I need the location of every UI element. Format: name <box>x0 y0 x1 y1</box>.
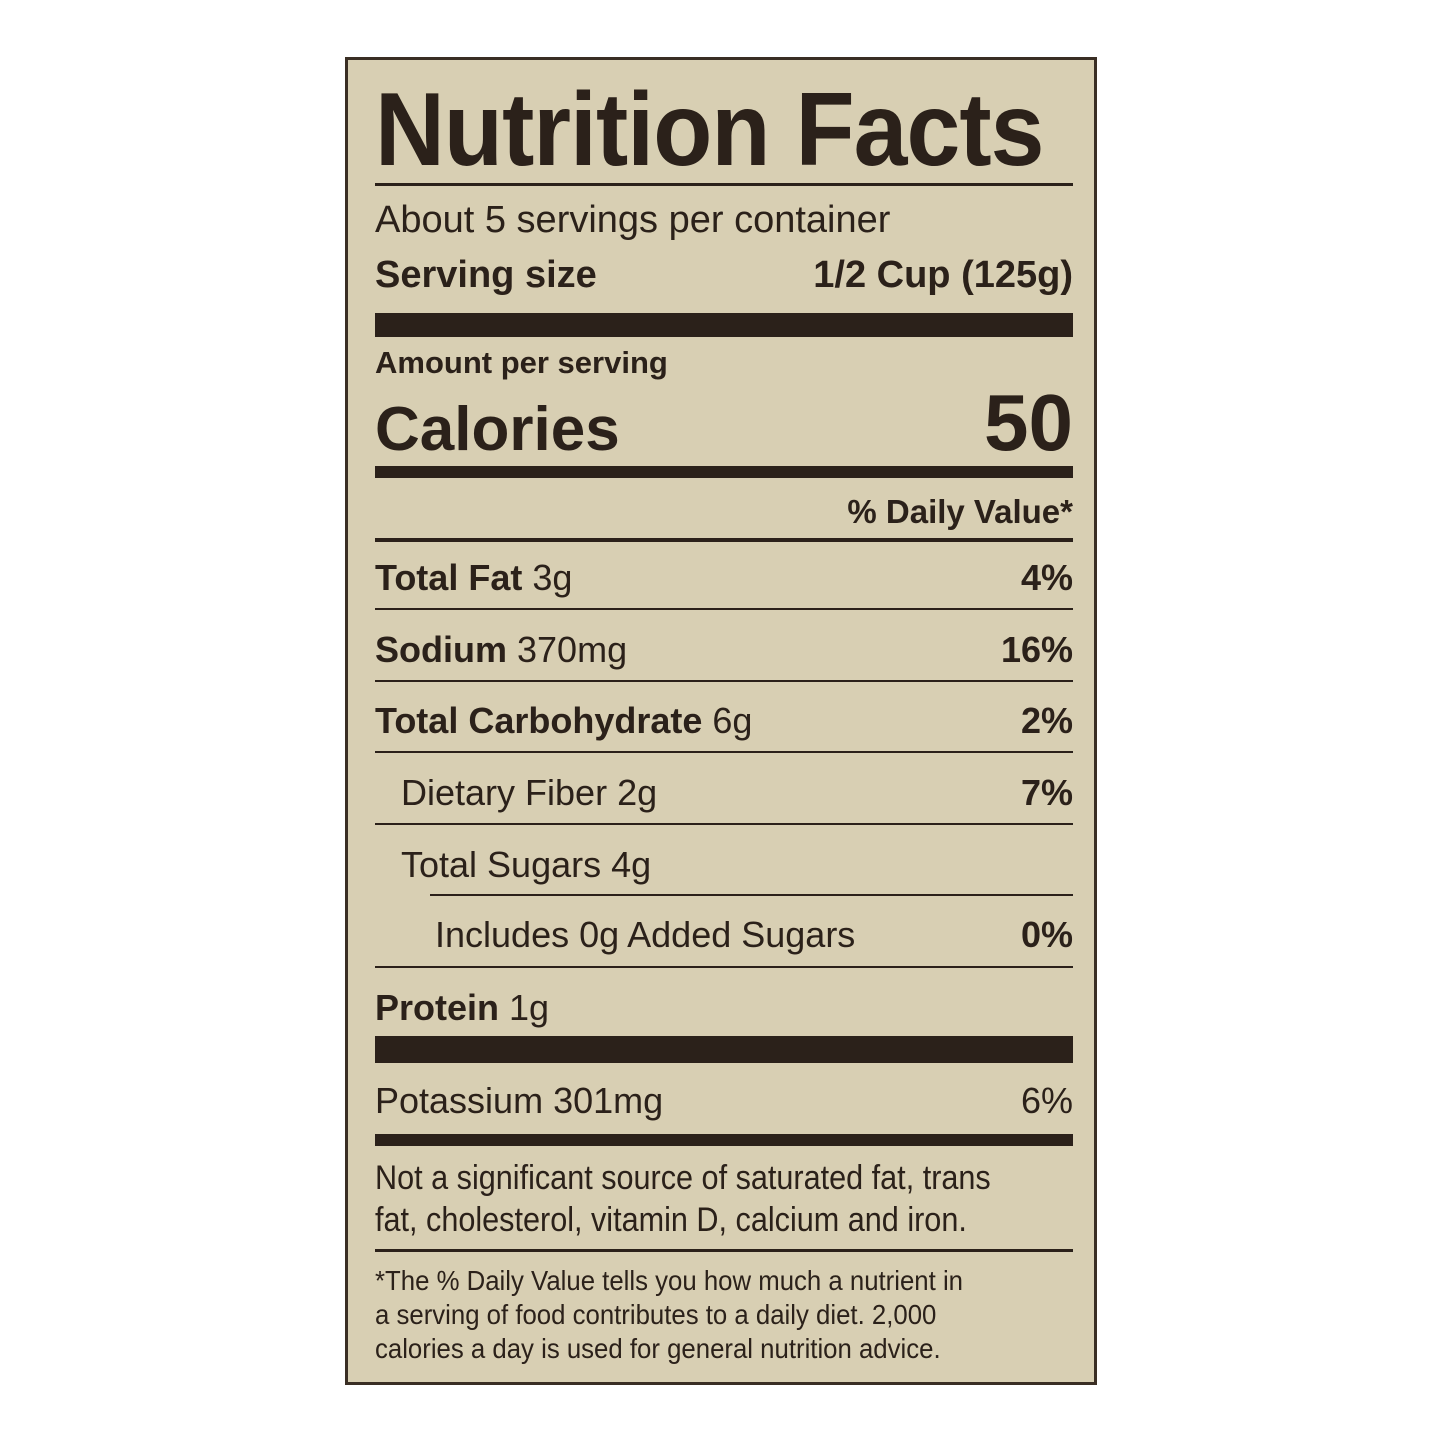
servings-per-container: About 5 servings per container <box>375 197 1073 243</box>
not-significant-note: Not a significant source of saturated fa… <box>375 1157 1003 1241</box>
nutrient-name: Dietary Fiber <box>401 772 608 813</box>
nutrient-dv: 0% <box>1020 914 1073 955</box>
nutrient-dv: 6% <box>1020 1080 1073 1121</box>
calories-value: 50 <box>984 378 1073 467</box>
footnote-line: calories a day is used for general nutri… <box>375 1333 941 1364</box>
amount-per-serving: Amount per serving <box>375 346 1073 380</box>
divider <box>375 751 1073 753</box>
nutrient-row-potassium: Potassium 301mg 6% <box>375 1078 1073 1124</box>
note-line: fat, cholesterol, vitamin D, calcium and… <box>375 1201 967 1239</box>
footnote-line: *The % Daily Value tells you how much a … <box>375 1265 964 1296</box>
nutrient-amount: 3g <box>532 557 573 598</box>
nutrient-name: Total Sugars <box>401 844 602 885</box>
divider <box>375 538 1073 542</box>
nutrient-row-dietary-fiber: Dietary Fiber 2g 7% <box>375 770 1073 816</box>
note-line: Not a significant source of saturated fa… <box>375 1159 991 1197</box>
footnote-line: a serving of food contributes to a daily… <box>375 1299 937 1330</box>
nutrient-dv: 2% <box>1020 700 1073 741</box>
nutrient-amount: 2g <box>617 772 658 813</box>
thick-divider <box>375 1036 1073 1063</box>
divider <box>375 608 1073 610</box>
daily-value-footnote: *The % Daily Value tells you how much a … <box>375 1264 1017 1366</box>
nutrient-name: Total Carbohydrate <box>375 700 703 741</box>
nutrient-row-total-carbohydrate: Total Carbohydrate 6g 2% <box>375 698 1073 744</box>
thick-divider <box>375 313 1073 337</box>
medium-divider <box>375 466 1073 478</box>
serving-size-label: Serving size <box>375 254 597 296</box>
amount-per-serving-text: Amount per serving <box>375 345 668 380</box>
divider <box>375 966 1073 968</box>
nutrition-facts-label: Nutrition Facts About 5 servings per con… <box>345 57 1097 1385</box>
calories-label: Calories <box>375 395 620 464</box>
nutrient-amount: 370mg <box>517 629 628 670</box>
nutrient-dv: 16% <box>1000 629 1073 670</box>
daily-value-header-text: % Daily Value* <box>847 493 1073 530</box>
calories-row: Calories 50 <box>375 383 1073 463</box>
daily-value-header: % Daily Value* <box>375 490 1073 534</box>
nutrient-dv: 7% <box>1020 772 1073 813</box>
nutrient-name: Includes 0g Added Sugars <box>435 914 856 955</box>
divider <box>375 1249 1073 1252</box>
nutrient-name: Protein <box>375 987 500 1028</box>
nutrient-row-protein: Protein 1g <box>375 985 1073 1031</box>
servings-text: About 5 servings per container <box>375 199 891 241</box>
nutrient-name: Sodium <box>375 629 507 670</box>
nutrient-row-sodium: Sodium 370mg 16% <box>375 627 1073 673</box>
nutrient-amount: 6g <box>712 700 753 741</box>
nutrient-name: Potassium 301mg <box>375 1080 664 1121</box>
serving-size-row: Serving size 1/2 Cup (125g) <box>375 252 1073 298</box>
nutrient-amount: 1g <box>509 987 550 1028</box>
medium-divider <box>375 1134 1073 1146</box>
nutrient-dv: 4% <box>1020 557 1073 598</box>
serving-size-value: 1/2 Cup (125g) <box>813 254 1073 296</box>
divider <box>375 680 1073 682</box>
divider <box>375 183 1073 186</box>
nutrient-row-added-sugars: Includes 0g Added Sugars 0% <box>375 912 1073 958</box>
label-title: Nutrition Facts <box>375 72 1044 188</box>
nutrient-row-total-fat: Total Fat 3g 4% <box>375 555 1073 601</box>
divider <box>375 823 1073 825</box>
nutrient-name: Total Fat <box>375 557 523 598</box>
nutrient-amount: 4g <box>611 844 652 885</box>
nutrient-row-total-sugars: Total Sugars 4g <box>375 842 1073 888</box>
divider <box>430 894 1073 896</box>
